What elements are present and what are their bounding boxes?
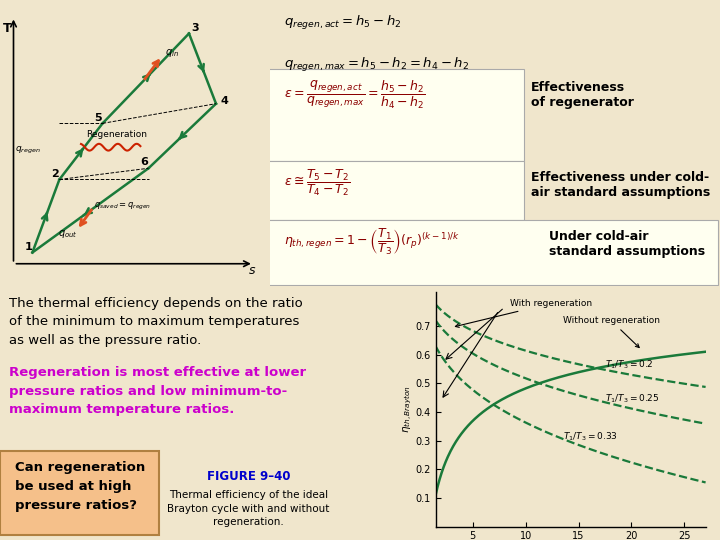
Text: Without regeneration: Without regeneration [562,316,660,348]
Text: Regeneration is most effective at lower
pressure ratios and low minimum-to-
maxi: Regeneration is most effective at lower … [9,366,306,416]
Text: $q_{in}$: $q_{in}$ [165,46,179,58]
Text: 2: 2 [51,168,59,179]
Text: FIGURE 9–40: FIGURE 9–40 [207,470,290,483]
Text: Effectiveness under cold-
air standard assumptions: Effectiveness under cold- air standard a… [531,171,710,199]
FancyBboxPatch shape [268,161,524,220]
Text: Effectiveness
of regenerator: Effectiveness of regenerator [531,81,634,109]
Text: 3: 3 [192,23,199,33]
FancyBboxPatch shape [268,220,718,285]
Text: T: T [3,22,12,35]
Text: Can regeneration
be used at high
pressure ratios?: Can regeneration be used at high pressur… [15,461,145,511]
Text: 6: 6 [140,158,148,167]
Text: 1: 1 [24,242,32,252]
Text: $T_1/T_3 = 0.33$: $T_1/T_3 = 0.33$ [562,430,618,443]
Text: $q_{out}$: $q_{out}$ [58,228,78,240]
Text: $\epsilon \cong \dfrac{T_5 - T_2}{T_4 - T_2}$: $\epsilon \cong \dfrac{T_5 - T_2}{T_4 - … [284,168,350,198]
FancyBboxPatch shape [0,450,158,535]
Text: $\epsilon = \dfrac{q_{regen,act}}{q_{regen,max}} = \dfrac{h_5 - h_2}{h_4 - h_2}$: $\epsilon = \dfrac{q_{regen,act}}{q_{reg… [284,78,425,111]
Text: $q_{saved}=q_{regen}$: $q_{saved}=q_{regen}$ [94,201,152,212]
Text: $T_1/T_3 = 0.2$: $T_1/T_3 = 0.2$ [605,359,654,371]
Text: With regeneration: With regeneration [455,299,592,327]
Text: Thermal efficiency of the ideal
Brayton cycle with and without
regeneration.: Thermal efficiency of the ideal Brayton … [167,490,330,526]
Text: $\eta_{th,regen} = 1 - \left(\dfrac{T_1}{T_3}\right)\left(r_p\right)^{(k-1)/k}$: $\eta_{th,regen} = 1 - \left(\dfrac{T_1}… [284,227,459,258]
Text: $q_{regen,max} = h_5 - h_2 = h_4 - h_2$: $q_{regen,max} = h_5 - h_2 = h_4 - h_2$ [284,56,469,74]
Text: The thermal efficiency depends on the ratio
of the minimum to maximum temperatur: The thermal efficiency depends on the ra… [9,296,302,347]
Text: Regeneration: Regeneration [86,130,148,139]
Text: 5: 5 [94,112,102,123]
Text: 4: 4 [220,96,228,106]
Text: $T_1/T_3 = 0.25$: $T_1/T_3 = 0.25$ [605,393,660,406]
Text: $q_{regen,act} = h_5 - h_2$: $q_{regen,act} = h_5 - h_2$ [284,14,401,32]
Y-axis label: $\eta_{th,Brayton}$: $\eta_{th,Brayton}$ [402,385,414,433]
Text: s: s [248,264,255,276]
FancyBboxPatch shape [268,69,524,161]
Text: $q_{regen}$: $q_{regen}$ [15,145,40,156]
Text: Under cold-air
standard assumptions: Under cold-air standard assumptions [549,230,705,258]
